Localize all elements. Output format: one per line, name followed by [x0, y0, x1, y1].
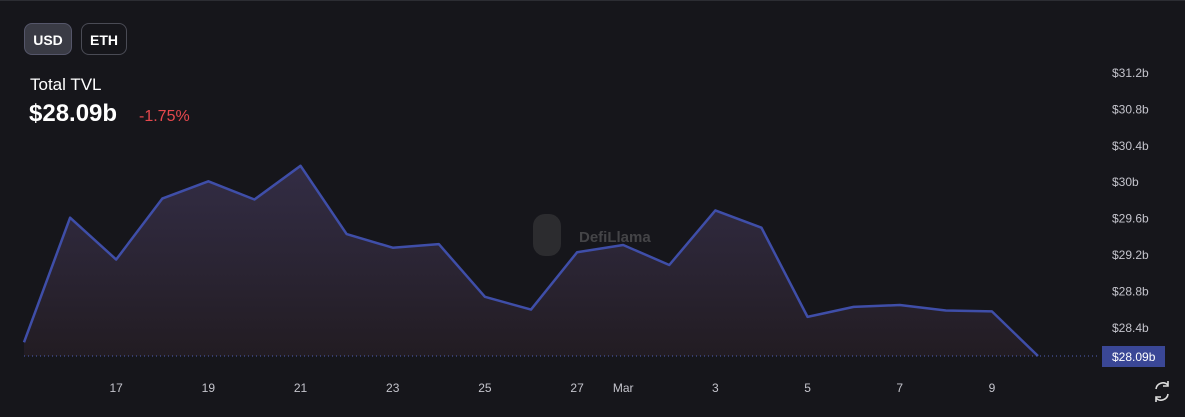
y-tick-label: $29.6b: [1112, 212, 1149, 226]
change: -1.75%: [139, 108, 190, 125]
current-value-label: $28.09b: [1112, 350, 1156, 364]
x-tick-label: Mar: [613, 381, 634, 395]
x-tick-label: 27: [570, 381, 584, 395]
x-tick-label: 5: [804, 381, 811, 395]
y-tick-label: $29.2b: [1112, 248, 1149, 262]
x-tick-label: 19: [202, 381, 216, 395]
title: Total TVL: [30, 75, 102, 94]
refresh-path[interactable]: [1155, 381, 1169, 402]
current-value-box: [1102, 346, 1165, 367]
refresh-icon[interactable]: [1155, 381, 1169, 402]
x-tick-label: 21: [294, 381, 308, 395]
y-tick-label: $30.8b: [1112, 102, 1149, 116]
y-tick-label: $31.2b: [1112, 66, 1149, 80]
y-tick-label: $28.8b: [1112, 284, 1149, 298]
x-tick-label: 23: [386, 381, 400, 395]
x-tick-label: 25: [478, 381, 492, 395]
x-tick-label: 3: [712, 381, 719, 395]
y-tick-label: $28.4b: [1112, 321, 1149, 335]
y-tick-label: $30b: [1112, 175, 1139, 189]
watermark-logo: [533, 214, 561, 256]
watermark: DefiLlama: [533, 214, 651, 256]
x-tick-label: 17: [110, 381, 124, 395]
total-value: $28.09b: [29, 100, 118, 127]
line: [22, 164, 1039, 357]
x-tick-label: 7: [896, 381, 903, 395]
eth-button[interactable]: ETH: [81, 23, 127, 55]
x-tick-label: 9: [989, 381, 996, 395]
watermark-text: DefiLlama: [579, 229, 651, 246]
area-fill: [24, 165, 1038, 356]
usd-button[interactable]: USD: [24, 23, 72, 55]
y-tick-label: $30.4b: [1112, 139, 1149, 153]
